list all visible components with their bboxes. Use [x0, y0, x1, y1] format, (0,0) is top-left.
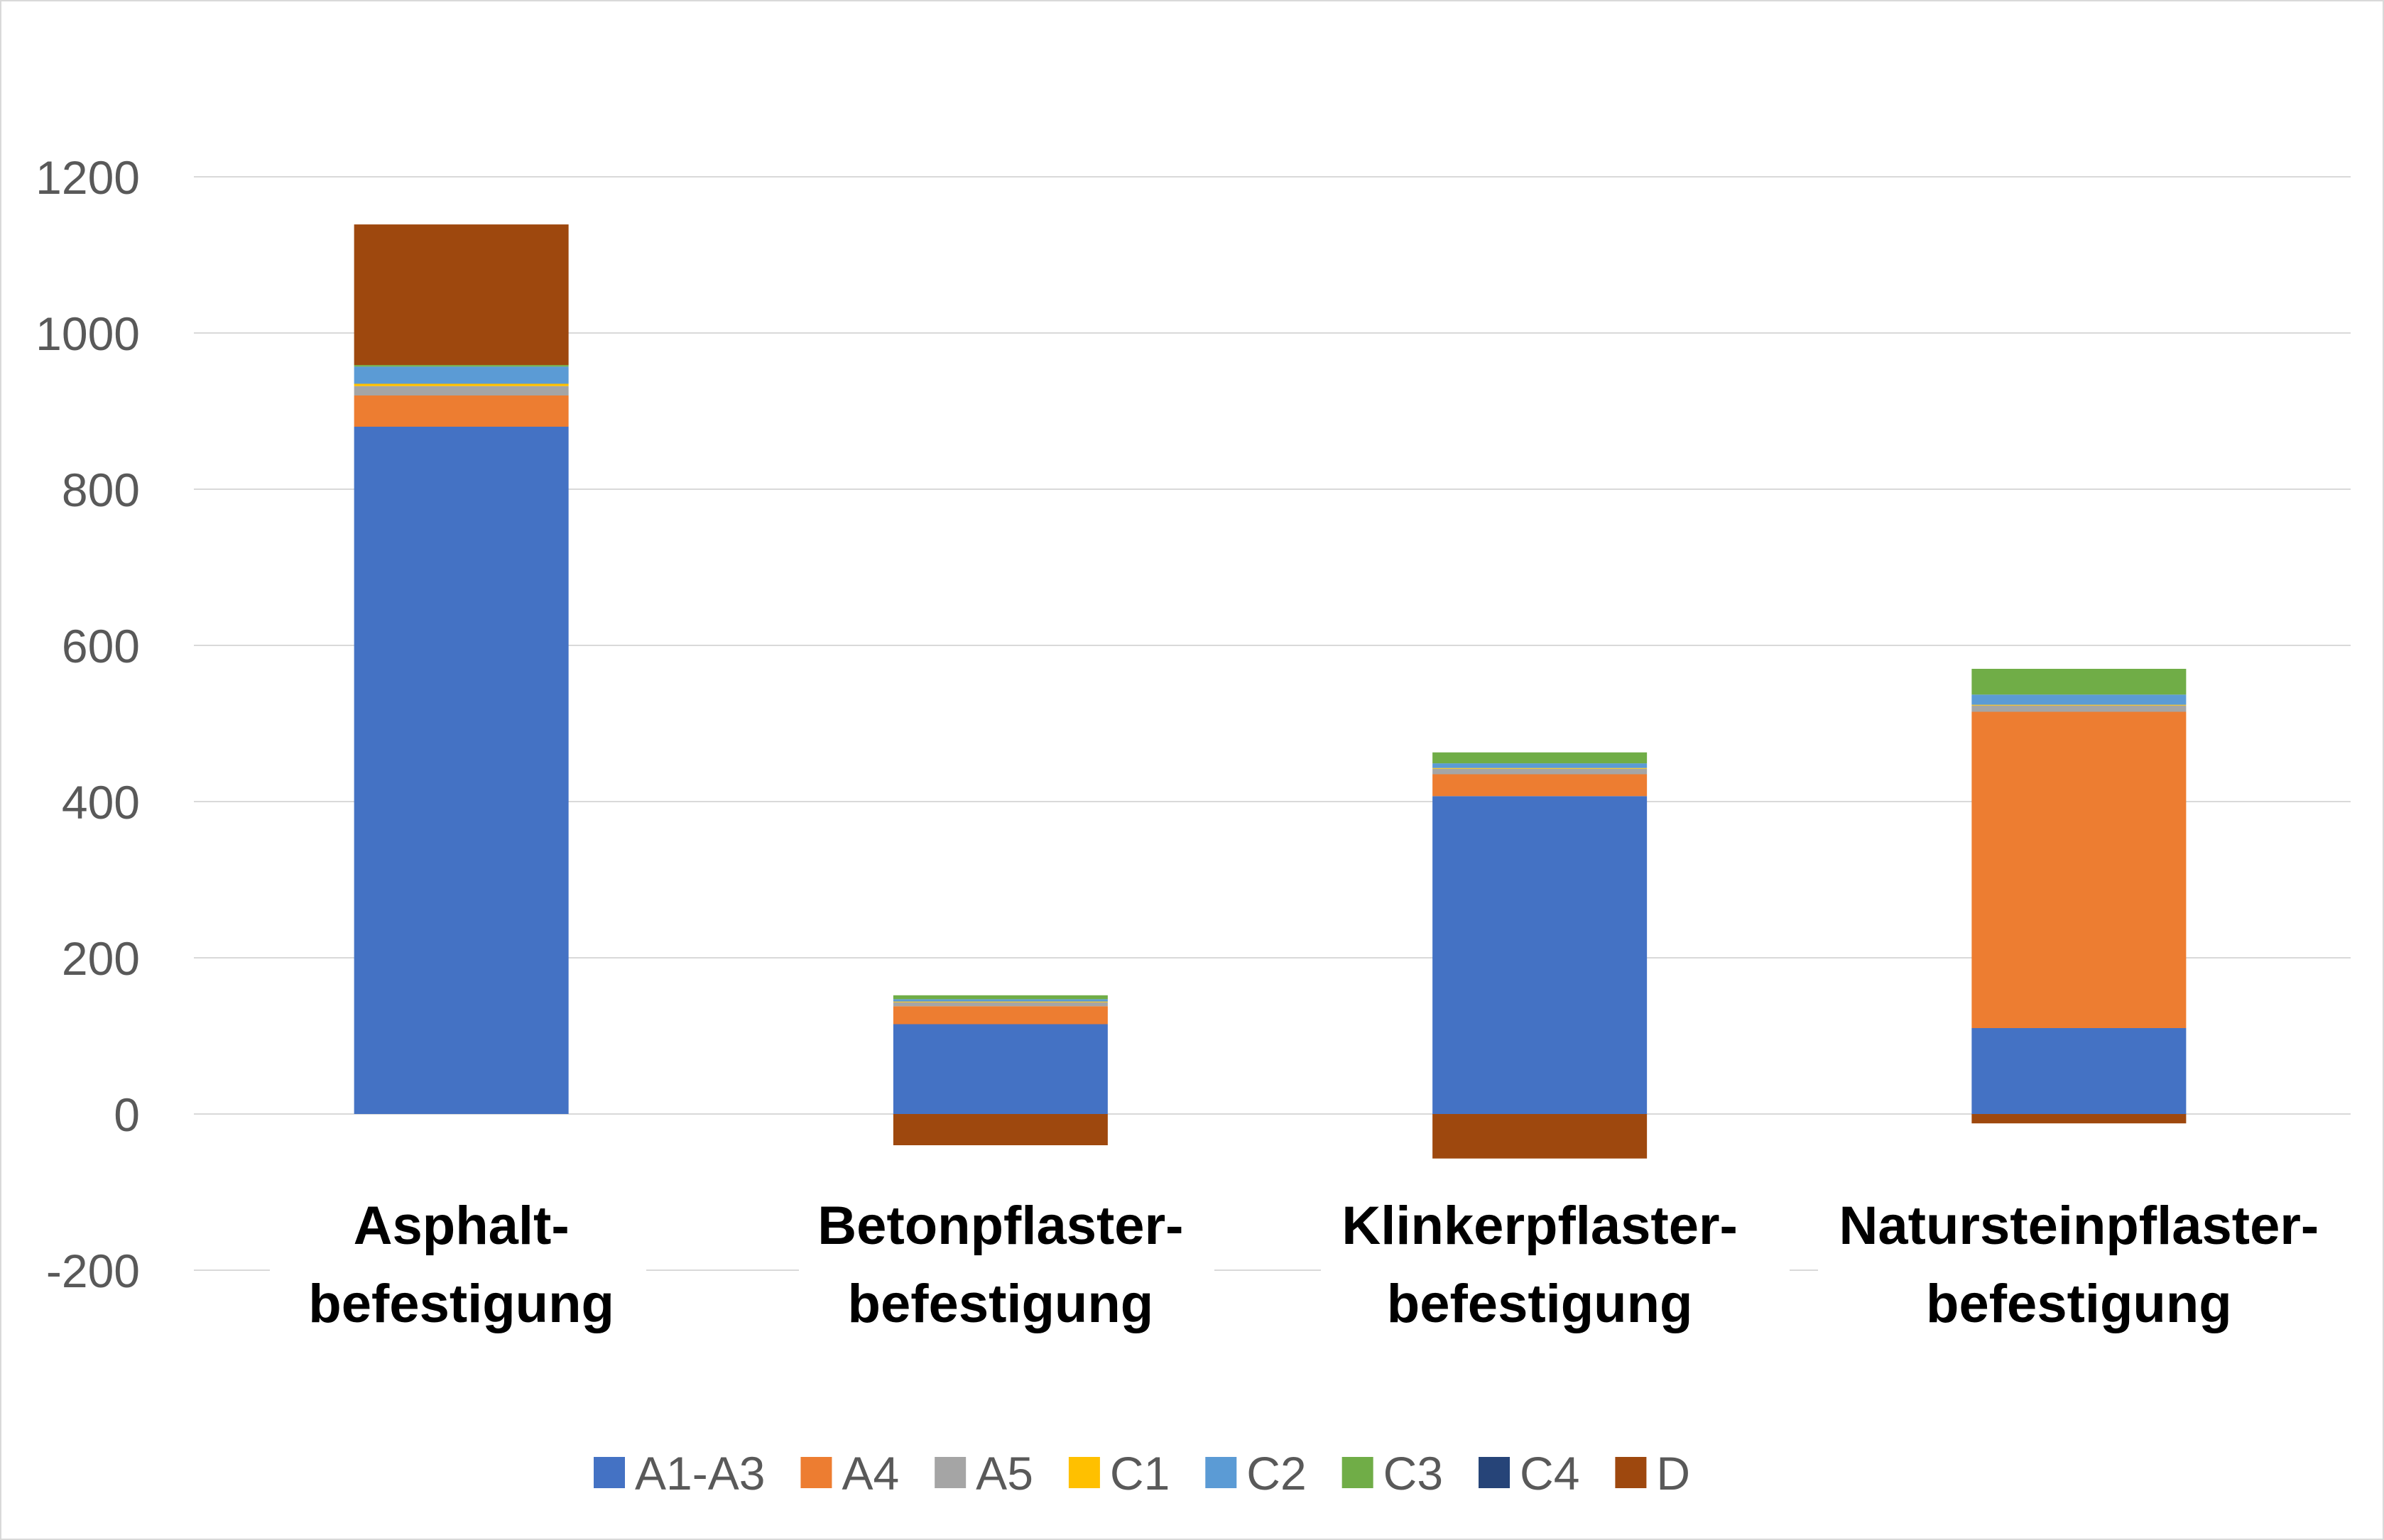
- x-category-label: Asphalt-: [354, 1196, 570, 1256]
- y-tick-label: 0: [114, 1088, 140, 1141]
- y-tick-label: -200: [46, 1245, 140, 1297]
- legend-swatch: [1615, 1457, 1647, 1488]
- bar-segment-c3: [893, 995, 1108, 1000]
- legend-label: C1: [1110, 1447, 1170, 1500]
- legend: A1-A3 A4 A5 C1 C2 C3 C4 D: [594, 1447, 1690, 1500]
- x-category-label: Klinkerpflaster-: [1341, 1196, 1738, 1256]
- bar-segment-a1-a3: [1971, 1028, 2187, 1114]
- bar-segment-a4: [1971, 711, 2187, 1028]
- bar-segment-a4: [1432, 774, 1648, 797]
- legend-label: C3: [1383, 1447, 1443, 1500]
- legend-swatch: [935, 1457, 967, 1488]
- legend-swatch: [1068, 1457, 1100, 1488]
- y-tick-label: 1000: [36, 307, 140, 360]
- legend-label: A5: [976, 1447, 1033, 1500]
- bar-segment-c1: [354, 383, 569, 386]
- legend-item: A4: [800, 1447, 899, 1500]
- bar-segment-a5: [1971, 705, 2187, 712]
- bar-segment-d: [893, 1114, 1108, 1145]
- legend-item: C2: [1205, 1447, 1307, 1500]
- x-category-label: Betonpflaster-: [817, 1196, 1183, 1256]
- x-category-label: befestigung: [1926, 1274, 2232, 1334]
- bar-segment-a5: [354, 386, 569, 395]
- legend-swatch: [594, 1457, 625, 1488]
- y-tick-label: 1200: [36, 151, 140, 204]
- y-tick-label: 600: [62, 620, 140, 672]
- bar-segment-a1-a3: [354, 427, 569, 1114]
- x-category-label: befestigung: [848, 1274, 1154, 1334]
- y-tick-label: 400: [62, 776, 140, 829]
- bar-segment-a5: [1432, 768, 1648, 775]
- x-category-label: befestigung: [1387, 1274, 1693, 1334]
- y-tick-label: 800: [62, 464, 140, 516]
- legend-item: C4: [1479, 1447, 1579, 1500]
- legend-item: A1-A3: [594, 1447, 765, 1500]
- x-category-label: befestigung: [308, 1274, 614, 1334]
- legend-swatch: [1341, 1457, 1373, 1488]
- bar-segment-c2: [1971, 694, 2187, 705]
- x-axis-labels: Asphalt-befestigung Betonpflaster-befesti…: [308, 1196, 2319, 1334]
- legend-label: D: [1656, 1447, 1690, 1500]
- legend-item: C1: [1068, 1447, 1170, 1500]
- bar-segment-a5: [893, 1002, 1108, 1007]
- y-tick-label: 200: [62, 932, 140, 985]
- bar-segment-d: [1432, 1114, 1648, 1159]
- y-axis-labels: -200 0 200 400 600 800 1000 1200: [36, 151, 140, 1297]
- bar-segment-d: [354, 224, 569, 366]
- bar-segment-d: [1971, 1114, 2187, 1124]
- bar-segment-c1: [1432, 768, 1648, 769]
- legend-swatch: [800, 1457, 832, 1488]
- bar-segment-c3: [354, 365, 569, 367]
- bar-segment-a1-a3: [893, 1024, 1108, 1114]
- bar-segment-a4: [893, 1006, 1108, 1025]
- legend-label: A4: [842, 1447, 899, 1500]
- bar-segment-c1: [893, 1001, 1108, 1003]
- legend-swatch: [1205, 1457, 1237, 1488]
- bars: [354, 224, 2187, 1159]
- bar-segment-c2: [893, 999, 1108, 1002]
- legend-swatch: [1479, 1457, 1511, 1488]
- legend-item: D: [1615, 1447, 1690, 1500]
- bar-segment-c3: [1971, 669, 2187, 695]
- legend-label: A1-A3: [635, 1447, 765, 1500]
- bar-segment-a4: [354, 395, 569, 427]
- bar-segment-c2: [1432, 763, 1648, 768]
- x-category-label: Natursteinpflaster-: [1839, 1196, 2319, 1256]
- bar-segment-c3: [1432, 752, 1648, 764]
- legend-item: C3: [1341, 1447, 1443, 1500]
- legend-item: A5: [935, 1447, 1033, 1500]
- legend-label: C2: [1246, 1447, 1306, 1500]
- legend-label: C4: [1520, 1447, 1579, 1500]
- bar-segment-a1-a3: [1432, 796, 1648, 1114]
- bar-segment-c1: [1971, 704, 2187, 706]
- bar-segment-c2: [354, 366, 569, 384]
